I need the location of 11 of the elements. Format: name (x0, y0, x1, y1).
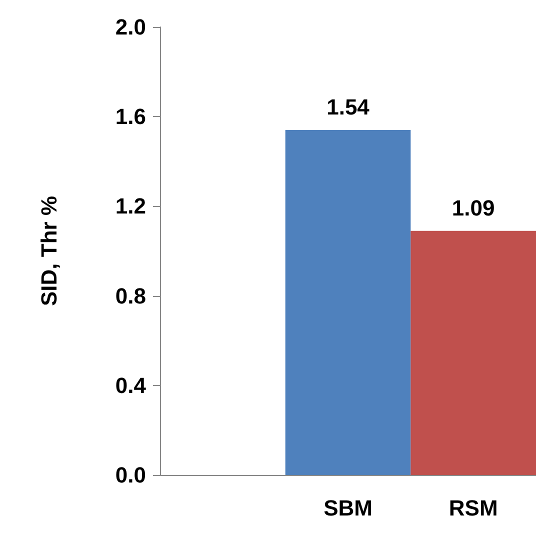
y-tick-label: 0.4 (115, 372, 147, 398)
x-tick-label: RSM (448, 496, 498, 520)
y-tick-label: 1.2 (115, 194, 146, 219)
data-label: 1.09 (452, 195, 495, 220)
x-tick-label: SBM (324, 496, 372, 520)
y-tick-label: 2.0 (115, 14, 146, 40)
data-label: 1.54 (326, 94, 370, 120)
y-tick-label: 0.0 (115, 462, 146, 488)
y-axis-title: SID, Thr % (36, 196, 62, 306)
y-tick-label: 0.8 (115, 283, 146, 308)
y-tick-label: 1.6 (115, 104, 146, 130)
